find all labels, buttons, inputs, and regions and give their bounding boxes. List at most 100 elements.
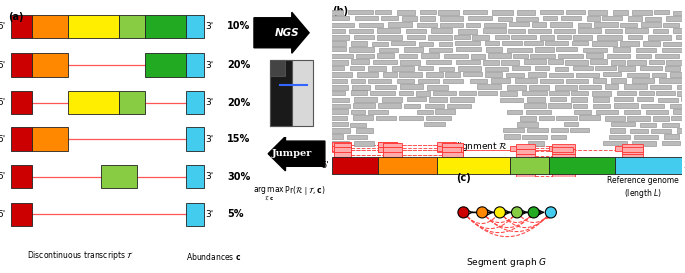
Bar	[145, 14, 186, 38]
Bar	[528, 141, 544, 146]
Bar	[484, 23, 506, 27]
Bar	[477, 84, 501, 89]
Bar	[649, 60, 664, 64]
Bar	[645, 17, 661, 21]
Bar	[186, 14, 204, 38]
Bar	[655, 54, 680, 58]
Bar	[553, 29, 575, 33]
Bar	[486, 47, 502, 52]
Bar	[651, 129, 671, 133]
Bar	[552, 178, 575, 183]
Bar	[524, 60, 546, 64]
Bar	[186, 54, 204, 77]
Bar	[508, 48, 532, 52]
Bar	[443, 157, 463, 162]
Bar	[11, 14, 32, 38]
Bar	[329, 10, 343, 14]
Bar	[539, 116, 553, 120]
Bar	[456, 41, 480, 46]
Circle shape	[495, 207, 506, 218]
Bar	[473, 35, 489, 40]
Bar	[513, 54, 528, 58]
Bar	[677, 85, 685, 89]
Bar	[334, 143, 351, 147]
Bar	[498, 17, 512, 21]
Bar	[356, 54, 374, 58]
Bar	[334, 162, 351, 167]
Bar	[622, 147, 643, 152]
Bar	[443, 147, 463, 152]
Bar	[654, 10, 669, 14]
Bar	[329, 98, 349, 102]
Bar	[419, 42, 433, 46]
Text: Discontinuous transcripts $\mathcal{T}$: Discontinuous transcripts $\mathcal{T}$	[27, 249, 134, 262]
Bar	[650, 85, 671, 89]
Bar	[517, 10, 535, 15]
Bar	[527, 128, 548, 132]
Bar	[399, 60, 420, 65]
Text: (c): (c)	[456, 173, 471, 183]
Bar	[634, 135, 658, 139]
Bar	[351, 109, 365, 114]
Bar	[329, 91, 345, 95]
Bar	[622, 159, 643, 164]
Bar	[68, 14, 119, 38]
Bar	[637, 97, 653, 101]
Bar	[350, 123, 366, 127]
Bar	[532, 22, 546, 26]
Bar	[610, 128, 625, 133]
Bar	[624, 84, 647, 89]
Bar	[662, 41, 682, 46]
Bar	[399, 116, 423, 120]
Bar	[329, 141, 349, 146]
Bar	[145, 54, 186, 77]
Circle shape	[545, 207, 556, 218]
Bar	[450, 97, 474, 102]
Text: 20%: 20%	[227, 98, 250, 108]
Bar	[418, 66, 433, 70]
Bar	[438, 41, 452, 46]
Bar	[571, 97, 587, 102]
Text: 5': 5'	[0, 210, 6, 219]
Bar	[573, 103, 588, 108]
Bar	[573, 110, 591, 114]
Bar	[329, 122, 347, 126]
Bar	[383, 143, 402, 147]
Bar	[527, 97, 545, 102]
Bar	[551, 128, 568, 132]
Bar	[605, 116, 625, 121]
Bar	[354, 141, 374, 146]
Bar	[383, 147, 400, 152]
Bar	[671, 116, 685, 120]
Bar	[516, 154, 535, 159]
Bar	[332, 142, 351, 147]
Bar	[552, 144, 575, 149]
Bar	[622, 154, 643, 159]
Bar	[377, 142, 397, 147]
Bar	[671, 72, 685, 77]
Bar	[403, 104, 420, 108]
Bar	[508, 29, 525, 33]
Text: 5': 5'	[0, 98, 6, 107]
Text: 5': 5'	[0, 135, 6, 144]
Bar	[186, 127, 204, 151]
Bar	[535, 47, 553, 52]
Bar	[407, 97, 426, 102]
Bar	[443, 152, 463, 157]
Text: 3': 3'	[205, 172, 213, 181]
Bar	[501, 60, 519, 64]
Bar	[429, 97, 447, 102]
Text: (b): (b)	[332, 6, 349, 16]
Bar	[593, 97, 609, 102]
Bar	[507, 85, 525, 90]
Bar	[377, 147, 397, 152]
Bar	[558, 54, 583, 58]
Bar	[334, 143, 351, 147]
Bar	[615, 146, 638, 151]
Bar	[355, 16, 378, 20]
Bar	[334, 157, 351, 162]
Bar	[329, 128, 350, 133]
Bar	[508, 110, 523, 114]
Bar	[564, 122, 578, 126]
Bar	[357, 72, 377, 77]
